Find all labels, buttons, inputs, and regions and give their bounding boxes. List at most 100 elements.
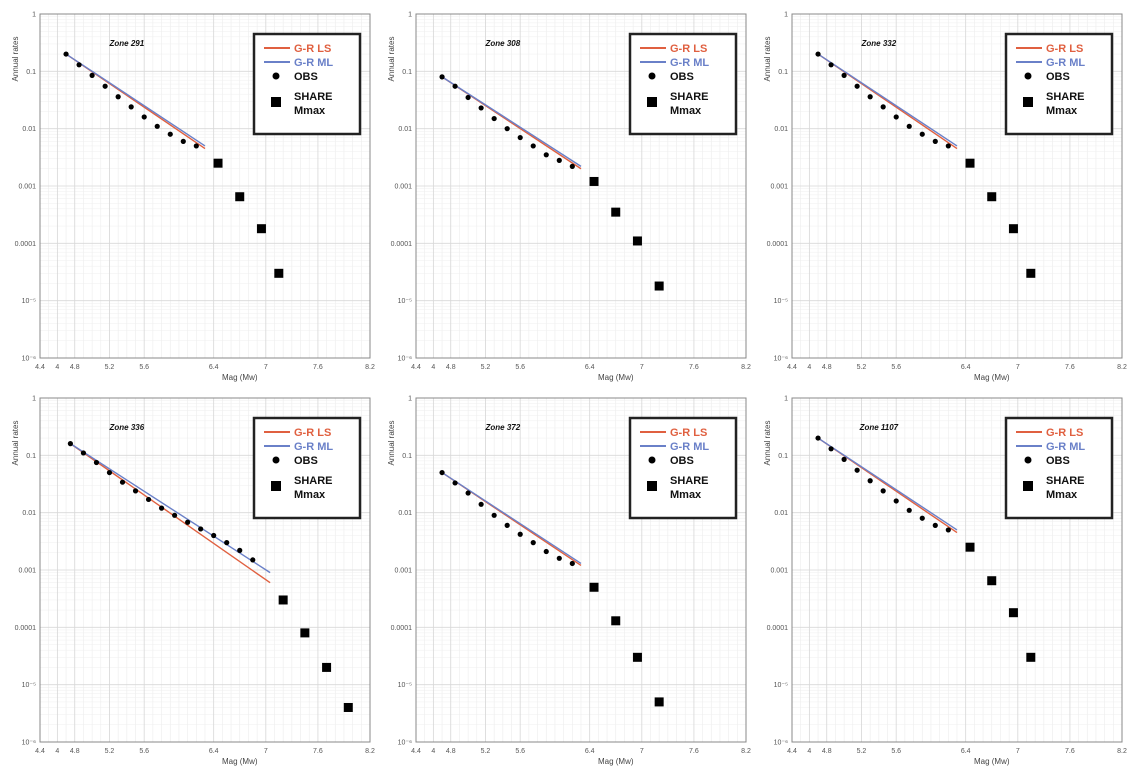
chart-svg: 1 0.1 0.01 0.001 0.0001 10⁻⁵ 10⁻⁶4.4 4 4.8 5.2 5.6… bbox=[763, 396, 1127, 767]
obs-point bbox=[504, 522, 510, 528]
x-tick-label: 7 bbox=[264, 364, 268, 371]
y-tick-label: 0.0001 bbox=[15, 241, 37, 248]
y-tick-label: 10⁻⁵ bbox=[22, 298, 36, 305]
legend-obs-label: OBS bbox=[1046, 71, 1070, 83]
legend-mmax-label: Mmax bbox=[1046, 489, 1078, 501]
obs-point bbox=[491, 512, 497, 518]
gr-ml-line bbox=[441, 76, 582, 167]
zone-title: Zone 332 bbox=[860, 39, 896, 48]
chart-panel-zone-1107: 1 0.1 0.01 0.001 0.0001 10⁻⁵ 10⁻⁶ 4.4 4 4.8 5.2 5.6… bbox=[758, 390, 1128, 768]
x-tick-label: 5.6 bbox=[515, 748, 525, 755]
plot-frame bbox=[39, 397, 371, 743]
x-tick-label: 8.2 bbox=[365, 748, 375, 755]
y-tick-label: 0.01 bbox=[22, 510, 36, 517]
obs-point bbox=[63, 51, 69, 57]
obs-point bbox=[224, 540, 230, 546]
y-tick-label: 0.0001 bbox=[15, 625, 37, 632]
obs-point bbox=[945, 527, 951, 533]
obs-point bbox=[906, 123, 912, 129]
legend-ml-label: G-R ML bbox=[294, 441, 333, 453]
y-tick-label: 0.1 bbox=[402, 69, 412, 76]
obs-point bbox=[102, 83, 108, 89]
share-mmax-point bbox=[611, 207, 621, 217]
legend-ls-label: G-R LS bbox=[1046, 427, 1083, 439]
x-tick-label: 4.8 bbox=[822, 364, 832, 371]
obs-point bbox=[828, 446, 834, 452]
obs-point bbox=[517, 134, 523, 141]
share-mmax-point bbox=[256, 224, 266, 234]
y-tick-label: 10⁻⁶ bbox=[774, 356, 788, 363]
share-mmax-point bbox=[987, 192, 997, 202]
x-tick-label: 6.4 bbox=[961, 748, 971, 755]
obs-point bbox=[237, 547, 243, 553]
y-tick-label: 1 bbox=[784, 12, 788, 19]
obs-point bbox=[185, 519, 191, 525]
legend-obs-label: OBS bbox=[670, 71, 694, 83]
share-mmax-point bbox=[274, 268, 284, 278]
x-tick-label: 5.6 bbox=[891, 364, 901, 371]
y-tick-label: 0.01 bbox=[774, 510, 788, 517]
legend-obs-swatch bbox=[648, 456, 656, 464]
zone-title: Zone 1107 bbox=[859, 423, 899, 432]
y-tick-label: 1 bbox=[32, 12, 36, 19]
share-mmax-point bbox=[965, 542, 975, 552]
x-tick-label: 4.8 bbox=[822, 748, 832, 755]
share-mmax-point bbox=[965, 158, 975, 168]
obs-point bbox=[880, 488, 886, 494]
y-tick-label: 0.001 bbox=[394, 568, 412, 575]
y-tick-label: 0.001 bbox=[394, 184, 412, 191]
y-tick-label: 0.01 bbox=[398, 510, 412, 517]
y-axis-title: Annual rates bbox=[387, 37, 396, 82]
legend-box bbox=[252, 32, 362, 136]
y-tick-label: 10⁻⁵ bbox=[398, 298, 412, 305]
y-tick-label: 0.0001 bbox=[767, 241, 789, 248]
legend-mmax-label: Mmax bbox=[670, 105, 702, 117]
obs-point bbox=[172, 512, 178, 518]
share-mmax-point bbox=[235, 192, 245, 202]
obs-point bbox=[543, 152, 549, 158]
legend-share-label: SHARE bbox=[294, 475, 333, 487]
y-tick-label: 10⁻⁶ bbox=[22, 356, 36, 363]
chart-panel-zone-336: 1 0.1 0.01 0.001 0.0001 10⁻⁵ 10⁻⁶ 4.4 4 4.8 5.2 5.6… bbox=[6, 390, 376, 768]
share-mmax-point bbox=[632, 236, 642, 246]
x-tick-label: 7 bbox=[1016, 748, 1020, 755]
share-mmax-point bbox=[611, 616, 621, 626]
obs-point bbox=[867, 478, 873, 484]
x-tick-label: 4 bbox=[55, 748, 59, 755]
x-tick-label: 7.6 bbox=[313, 364, 323, 371]
y-tick-label: 0.1 bbox=[402, 453, 412, 460]
y-tick-label: 10⁻⁶ bbox=[774, 740, 788, 747]
obs-point bbox=[504, 126, 510, 132]
x-tick-label: 4.8 bbox=[70, 364, 80, 371]
obs-point bbox=[128, 104, 134, 110]
obs-point bbox=[815, 51, 821, 57]
chart-panel-zone-332: 1 0.1 0.01 0.001 0.0001 10⁻⁵ 10⁻⁶ 4.4 4 4.8 5.2 5.6… bbox=[758, 6, 1128, 384]
y-tick-label: 0.01 bbox=[22, 126, 36, 133]
legend-obs-swatch bbox=[272, 72, 280, 80]
x-tick-label: 4.8 bbox=[70, 748, 80, 755]
legend-ml-label: G-R ML bbox=[1046, 57, 1085, 69]
share-mmax-point bbox=[1026, 268, 1036, 278]
y-tick-label: 0.01 bbox=[774, 126, 788, 133]
obs-point bbox=[932, 522, 938, 528]
plot-frame bbox=[39, 13, 371, 359]
x-tick-label: 8.2 bbox=[1117, 748, 1127, 755]
x-axis-title: Mag (Mw) bbox=[974, 373, 1010, 382]
obs-point bbox=[491, 115, 497, 122]
obs-point bbox=[115, 94, 121, 100]
share-mmax-point bbox=[654, 281, 664, 291]
obs-point bbox=[76, 62, 82, 68]
obs-point bbox=[141, 114, 147, 120]
x-tick-label: 5.6 bbox=[139, 364, 149, 371]
plot-frame bbox=[791, 397, 1123, 743]
x-tick-label: 4.4 bbox=[787, 748, 797, 755]
y-tick-label: 1 bbox=[408, 396, 412, 403]
x-tick-label: 6.4 bbox=[961, 364, 971, 371]
plot-frame bbox=[791, 13, 1123, 359]
x-tick-label: 5.2 bbox=[481, 364, 491, 371]
legend-share-swatch bbox=[271, 481, 281, 491]
y-tick-label: 0.1 bbox=[26, 453, 36, 460]
legend-share-label: SHARE bbox=[294, 91, 333, 103]
zone-title: Zone 336 bbox=[108, 423, 144, 432]
legend-box bbox=[1004, 416, 1114, 520]
